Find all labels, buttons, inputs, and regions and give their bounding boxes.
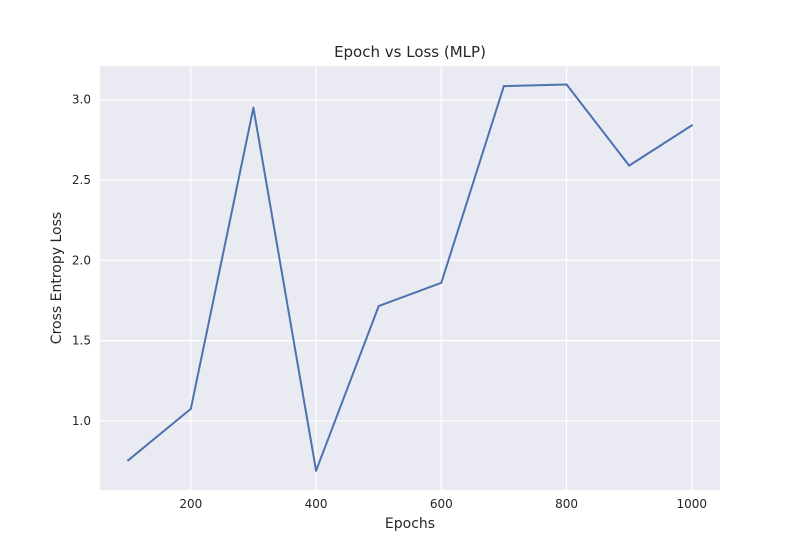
loss-data-point <box>690 124 693 127</box>
y-tick-label: 2.0 <box>72 253 91 267</box>
y-tick-label: 3.0 <box>72 93 91 107</box>
y-tick-label: 2.5 <box>72 173 91 187</box>
x-tick-label: 600 <box>430 497 453 511</box>
grid-lines <box>100 66 720 490</box>
loss-data-point <box>628 164 631 167</box>
series-layer <box>127 83 693 472</box>
loss-data-point <box>252 106 255 109</box>
loss-series-line <box>127 83 693 472</box>
x-tick-label: 200 <box>179 497 202 511</box>
loss-data-point <box>127 459 130 462</box>
loss-data-point <box>377 305 380 308</box>
chart-title: Epoch vs Loss (MLP) <box>334 43 486 61</box>
x-tick-label: 800 <box>555 497 578 511</box>
y-tick-label: 1.0 <box>72 414 91 428</box>
tick-labels: 200 400 600 800 1000 1.0 1.5 2.0 2.5 3.0 <box>72 93 707 511</box>
x-tick-label: 400 <box>305 497 328 511</box>
y-axis-label: Cross Entropy Loss <box>49 212 65 344</box>
x-axis-label: Epochs <box>385 516 435 532</box>
plot-area <box>100 66 720 490</box>
loss-data-point <box>502 85 505 88</box>
loss-data-point <box>440 281 443 284</box>
x-tick-label: 1000 <box>677 497 708 511</box>
loss-data-point <box>189 407 192 410</box>
y-tick-label: 1.5 <box>72 334 91 348</box>
loss-data-point <box>565 83 568 86</box>
loss-data-point <box>315 469 318 472</box>
